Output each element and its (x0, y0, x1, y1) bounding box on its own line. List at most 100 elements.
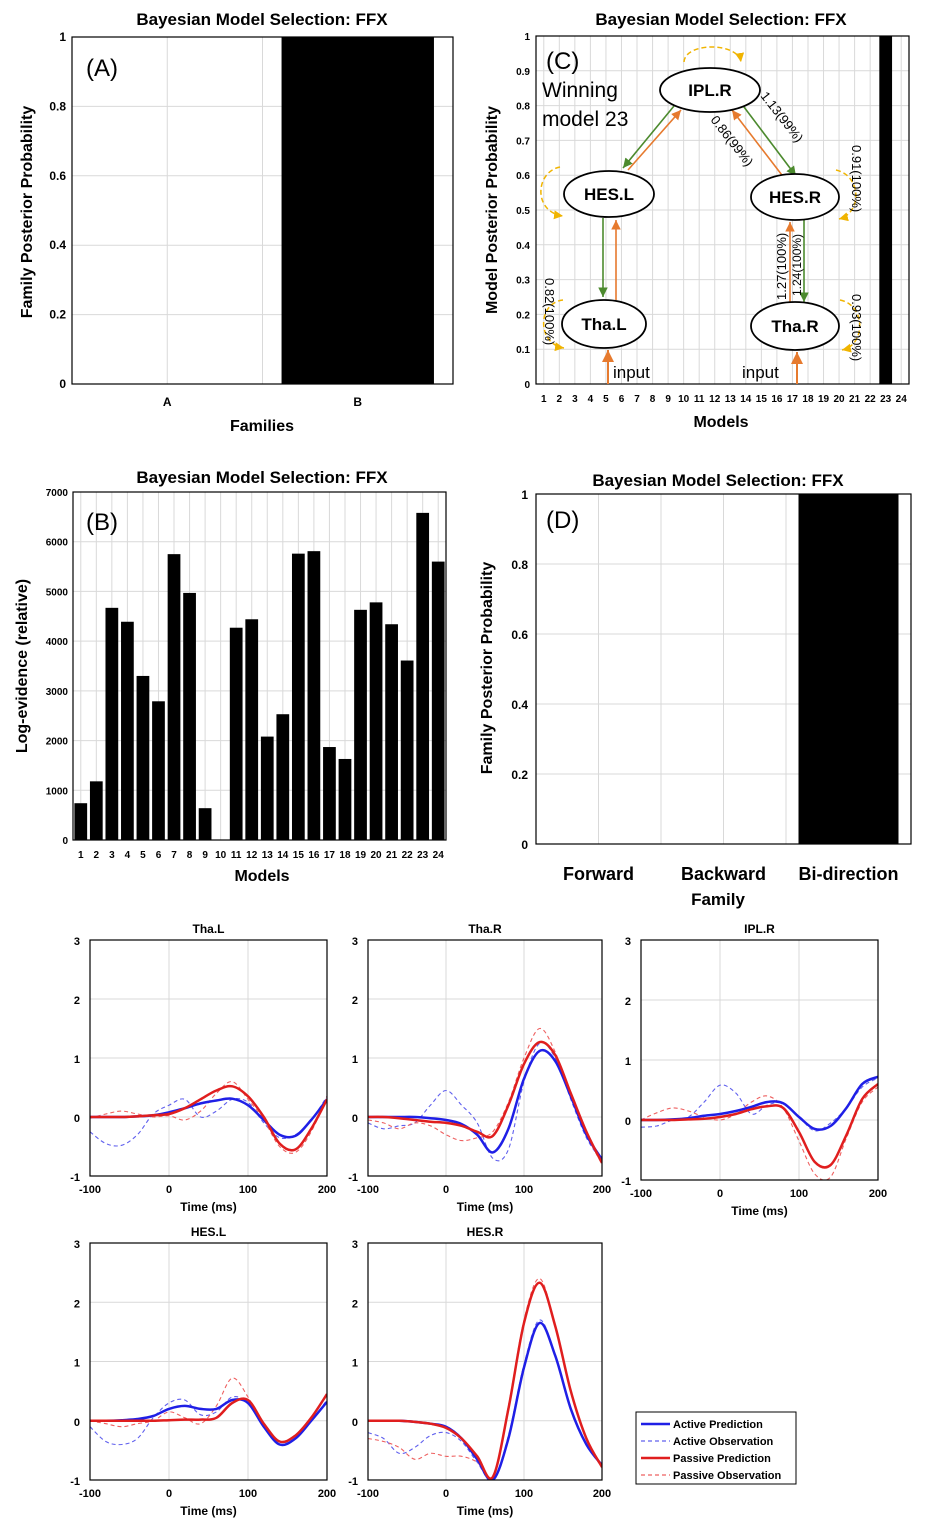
panel-a-plot: 0 0.2 0.4 0.6 0.8 1 A B (49, 30, 454, 409)
timeseries-xlabel: Time (ms) (180, 1200, 236, 1214)
x-tick-label: 23 (880, 394, 892, 405)
x-tick-label: B (353, 395, 362, 409)
timeseries-title: Tha.R (468, 922, 502, 936)
y-tick-label: 3 (74, 1239, 80, 1251)
bar (798, 494, 899, 844)
bar (879, 36, 893, 384)
x-tick-label: 1 (541, 394, 547, 405)
y-tick-label: 0.4 (511, 698, 528, 712)
panel-b-chart: Bayesian Model Selection: FFX Log-eviden… (14, 468, 447, 885)
node-tha-l (561, 299, 647, 349)
panel-d-chart: Bayesian Model Selection: FFX Family Pos… (479, 471, 912, 909)
y-tick-label: 0.7 (516, 136, 530, 147)
y-tick-label: 1 (74, 1054, 80, 1066)
panel-b-label: (B) (86, 509, 118, 536)
series-line-active-prediction (368, 1048, 602, 1161)
series-line-passive-observation (641, 1086, 878, 1180)
y-tick-label: 1 (352, 1054, 358, 1066)
panel-a-xlabel: Families (230, 418, 294, 435)
panel-b-title: Bayesian Model Selection: FFX (136, 468, 388, 487)
y-tick-label: 0 (352, 1417, 358, 1429)
x-tick-label: -100 (79, 1184, 101, 1196)
y-tick-label: 0 (352, 1113, 358, 1125)
y-tick-label: 0.8 (49, 99, 66, 113)
node-ipl-r (659, 67, 761, 113)
x-tick-label: 9 (665, 394, 671, 405)
bar (354, 609, 367, 840)
x-tick-label: 17 (324, 850, 336, 861)
timeseries-title: HES.L (191, 1225, 226, 1239)
node-hes-l-label: HES.L (584, 185, 634, 204)
winning-model-line2: model 23 (542, 108, 628, 131)
x-tick-label: 12 (709, 394, 721, 405)
arrow-ipl-to-hesl (622, 105, 675, 169)
x-tick-label: 18 (802, 394, 814, 405)
x-tick-label: 200 (593, 1184, 611, 1196)
x-tick-label: 19 (818, 394, 830, 405)
x-tick-label: 21 (386, 850, 398, 861)
y-tick-label: 2 (625, 996, 631, 1008)
y-tick-label: 2 (74, 1298, 80, 1310)
x-tick-label: 7 (634, 394, 640, 405)
y-tick-label: 6000 (46, 538, 69, 549)
y-tick-label: -1 (70, 1476, 80, 1488)
x-tick-label: 10 (215, 850, 227, 861)
x-tick-label: 4 (125, 850, 131, 861)
bar (152, 701, 165, 840)
edge-label-thar-to-hesr: 1.27(100%) (774, 233, 789, 300)
plot-frame (640, 939, 879, 1181)
x-tick-label: 7 (171, 850, 177, 861)
y-tick-label: 0.4 (516, 241, 530, 252)
x-tick-label: 5 (140, 850, 146, 861)
y-tick-label: 0 (59, 377, 66, 391)
x-tick-label: 23 (417, 850, 429, 861)
bar (74, 803, 88, 840)
timeseries-xlabel: Time (ms) (457, 1200, 513, 1214)
x-tick-label: 0 (166, 1184, 172, 1196)
x-tick-label: 14 (277, 850, 289, 861)
bar (307, 551, 321, 840)
y-tick-label: 1000 (46, 786, 69, 797)
bar (416, 512, 430, 840)
plot-frame (367, 1242, 603, 1481)
edge-label-hesr-self: 0.91(100%) (849, 145, 864, 212)
y-tick-label: 3 (352, 1239, 358, 1251)
x-tick-label: 11 (694, 394, 705, 405)
legend-label-passive-prediction: Passive Prediction (673, 1453, 771, 1465)
series-line-passive-prediction (368, 1281, 602, 1480)
y-tick-label: 2000 (46, 737, 69, 748)
panel-b-ylabel: Log-evidence (relative) (14, 579, 31, 753)
edge-label-ipl-to-hesr: 1.13(99%) (758, 89, 807, 146)
timeseries-panel: -1 0 1 2 3 -100 0 100 200 HES.L Time (ms) (70, 1225, 336, 1518)
y-tick-label: 0.8 (516, 102, 530, 113)
x-tick-label: 20 (834, 394, 846, 405)
panel-a-ylabel: Family Posterior Probability (19, 106, 36, 319)
timeseries-panel: -1 0 1 2 3 -100 0 100 200 Tha.L Time (ms) (70, 922, 336, 1214)
x-tick-label: 18 (339, 850, 351, 861)
x-tick-label: 2 (94, 850, 100, 861)
bar (260, 736, 274, 840)
panel-c-label: (C) (546, 48, 579, 75)
panel-d-plot: 0 0.2 0.4 0.6 0.8 1 Forward Backward Bi-directio… (511, 488, 912, 884)
edge-label-thar-self: 0.93(100%) (849, 294, 864, 361)
arrow-hesl-to-ipl (627, 109, 682, 171)
x-tick-label: 15 (293, 850, 305, 861)
x-tick-label: 100 (515, 1184, 533, 1196)
x-tick-label: 16 (308, 850, 320, 861)
panel-d-xlabel: Family (691, 890, 745, 909)
x-tick-label: 19 (355, 850, 367, 861)
timeseries-title: IPL.R (744, 922, 775, 936)
y-tick-label: 0.6 (516, 171, 530, 182)
x-tick-label: 3 (572, 394, 578, 405)
x-tick-label: 100 (239, 1488, 257, 1500)
panel-b-xlabel: Models (234, 868, 289, 885)
x-tick-label: -100 (357, 1488, 379, 1500)
y-tick-label: 0 (74, 1417, 80, 1429)
y-tick-label: 1 (352, 1358, 358, 1370)
bar (276, 714, 290, 840)
edge-label-thal-self: 0.82(100%) (542, 278, 557, 345)
y-tick-label: 3 (74, 936, 80, 948)
edge-label-hesr-to-thar: 1.24(100%) (790, 234, 804, 296)
bar (121, 621, 134, 840)
